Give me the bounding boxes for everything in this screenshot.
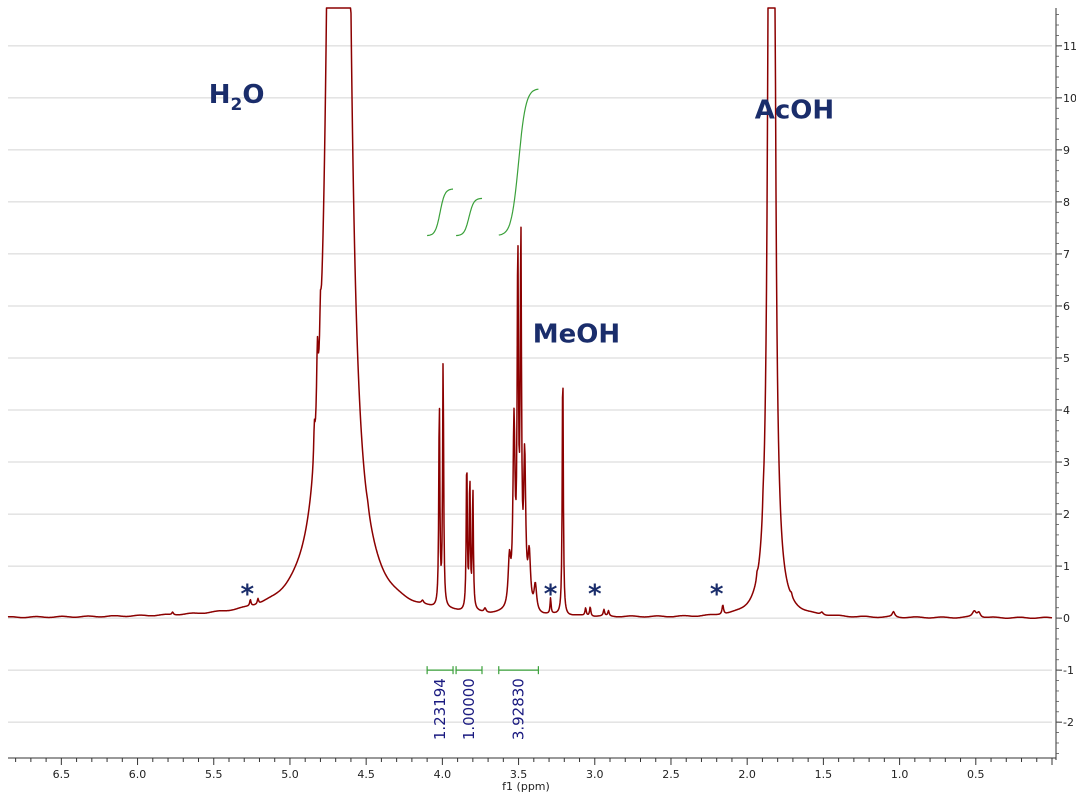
y-tick-label: 10 (1063, 92, 1076, 105)
y-tick-label: 6 (1063, 300, 1070, 313)
x-tick-label: 1.5 (815, 768, 833, 781)
peak-annotation: AcOH (755, 96, 834, 126)
integral-value-label: 1.00000 (460, 678, 478, 740)
x-tick-label: 2.0 (738, 768, 756, 781)
x-tick-label: 5.5 (205, 768, 223, 781)
x-tick-label: 3.0 (586, 768, 604, 781)
y-tick-label: 4 (1063, 404, 1070, 417)
integral-value-label: 3.92830 (510, 678, 528, 740)
y-tick-label: 9 (1063, 144, 1070, 157)
x-tick-label: 3.5 (510, 768, 528, 781)
spectrum-line (7, 7, 1053, 620)
x-tick-label: 5.0 (281, 768, 299, 781)
x-tick-label: 2.5 (662, 768, 680, 781)
y-tick-label: -1 (1063, 664, 1074, 677)
x-tick-label: 0.5 (967, 768, 985, 781)
integral-value-label: 1.23194 (431, 678, 449, 740)
y-tick-label: 2 (1063, 508, 1070, 521)
y-tick-label: 3 (1063, 456, 1070, 469)
y-tick-label: 7 (1063, 248, 1070, 261)
peak-annotation: H2O (209, 80, 265, 115)
x-tick-label: 6.5 (53, 768, 71, 781)
y-axis: -2 -1 0 1 2 3 4 5 6 7 8 9 10 11 (1055, 8, 1076, 760)
y-tick-label: 5 (1063, 352, 1070, 365)
integral-curve (427, 188, 453, 237)
x-tick-label: 4.5 (357, 768, 375, 781)
y-tick-label: 0 (1063, 612, 1070, 625)
y-tick-label: -2 (1063, 716, 1074, 729)
peak-annotation: MeOH (533, 319, 620, 349)
spectrum-layer (7, 7, 1053, 620)
y-tick-label: 11 (1063, 40, 1076, 53)
x-tick-label: 1.0 (891, 768, 909, 781)
x-tick-label: 4.0 (434, 768, 452, 781)
impurity-marker: * (710, 580, 724, 610)
y-tick-label: 1 (1063, 560, 1070, 573)
integral-curve (456, 197, 483, 237)
x-axis-label: f1 (ppm) (502, 780, 550, 793)
impurity-marker: * (240, 580, 254, 610)
x-tick-label: 6.0 (129, 768, 147, 781)
annotation-layer: H2O AcOH MeOH * * * * (209, 80, 834, 609)
x-axis: 6.5 6.0 5.5 5.0 4.5 4.0 3.5 3.0 2.5 2.0 1.5 1.0 0.5 (8, 757, 1056, 781)
impurity-marker: * (588, 580, 602, 610)
integral-curves: 1.23194 1.00000 3.92830 (426, 88, 539, 740)
gridlines (8, 45, 1052, 723)
impurity-marker: * (544, 580, 558, 610)
integral-curve (498, 88, 539, 236)
y-tick-label: 8 (1063, 196, 1070, 209)
